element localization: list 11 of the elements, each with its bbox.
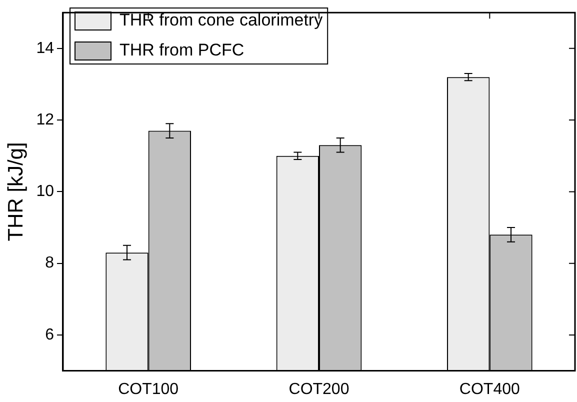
legend-label: THR from cone calorimetry [119,10,324,30]
y-tick-label: 8 [45,254,54,272]
y-tick-label: 12 [36,111,54,128]
x-tick-label: COT100 [118,380,179,398]
x-tick-label: COT200 [288,380,350,398]
y-tick-label: 10 [36,183,54,200]
y-axis-title: THR [kJ/g] [4,142,28,242]
y-tick-label: 14 [36,40,54,57]
y-tick-label: 6 [45,326,54,344]
x-tick-label: COT400 [459,380,520,398]
legend-label: THR from PCFC [119,40,244,60]
